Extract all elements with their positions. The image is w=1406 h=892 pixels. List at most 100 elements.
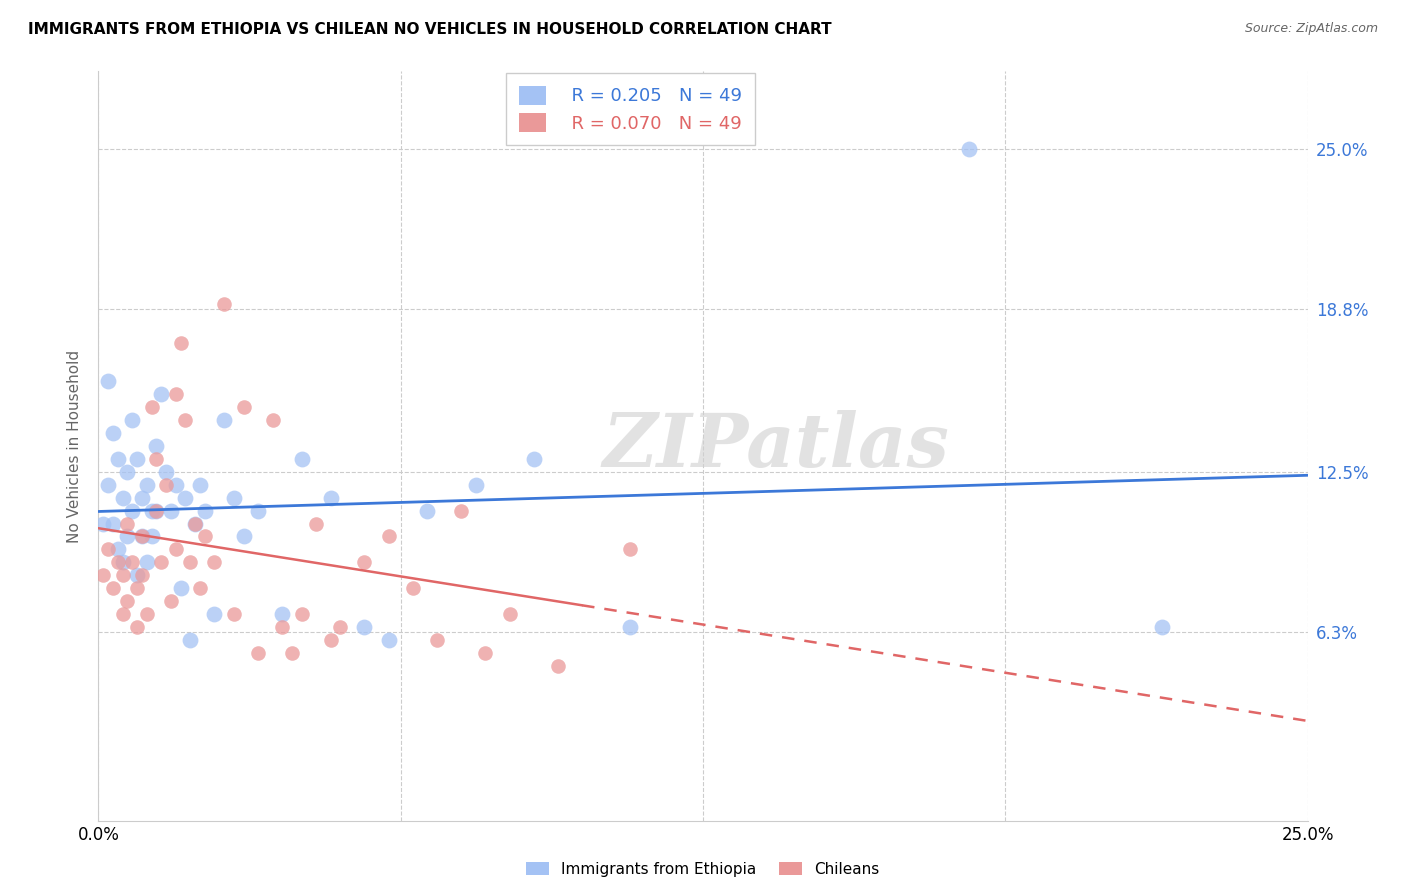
Point — [188, 477, 211, 491]
Point — [222, 607, 245, 621]
Point — [353, 620, 375, 634]
Point — [212, 413, 235, 427]
Point — [450, 503, 472, 517]
Point — [957, 142, 980, 156]
Point — [145, 503, 167, 517]
Point — [141, 401, 163, 415]
Point — [184, 516, 207, 531]
Point — [179, 555, 201, 569]
Point — [498, 607, 520, 621]
Point — [131, 529, 153, 543]
Point — [290, 607, 312, 621]
Point — [145, 451, 167, 466]
Point — [127, 451, 149, 466]
Point — [131, 568, 153, 582]
Point — [141, 529, 163, 543]
Point — [204, 607, 226, 621]
Point — [281, 646, 304, 660]
Legend: Immigrants from Ethiopia, Chileans: Immigrants from Ethiopia, Chileans — [519, 854, 887, 884]
Legend:   R = 0.205   N = 49,   R = 0.070   N = 49: R = 0.205 N = 49, R = 0.070 N = 49 — [506, 73, 755, 145]
Point — [174, 413, 197, 427]
Point — [232, 401, 254, 415]
Point — [91, 568, 114, 582]
Point — [194, 503, 217, 517]
Point — [101, 426, 124, 441]
Point — [416, 503, 439, 517]
Point — [145, 439, 167, 453]
Point — [212, 297, 235, 311]
Point — [107, 542, 129, 557]
Point — [184, 516, 207, 531]
Point — [179, 632, 201, 647]
Point — [247, 503, 270, 517]
Point — [165, 477, 187, 491]
Point — [464, 477, 486, 491]
Point — [155, 465, 177, 479]
Point — [127, 620, 149, 634]
Point — [426, 632, 449, 647]
Point — [111, 555, 134, 569]
Point — [121, 413, 143, 427]
Text: Source: ZipAtlas.com: Source: ZipAtlas.com — [1244, 22, 1378, 36]
Point — [135, 477, 157, 491]
Point — [523, 451, 546, 466]
Point — [101, 516, 124, 531]
Point — [174, 491, 197, 505]
Point — [101, 581, 124, 595]
Point — [111, 568, 134, 582]
Point — [111, 607, 134, 621]
Point — [305, 516, 328, 531]
Point — [135, 607, 157, 621]
Point — [131, 491, 153, 505]
Point — [145, 503, 167, 517]
Point — [377, 529, 399, 543]
Point — [160, 594, 183, 608]
Point — [165, 542, 187, 557]
Point — [97, 477, 120, 491]
Point — [204, 555, 226, 569]
Point — [319, 632, 342, 647]
Point — [222, 491, 245, 505]
Text: IMMIGRANTS FROM ETHIOPIA VS CHILEAN NO VEHICLES IN HOUSEHOLD CORRELATION CHART: IMMIGRANTS FROM ETHIOPIA VS CHILEAN NO V… — [28, 22, 832, 37]
Point — [271, 620, 294, 634]
Point — [111, 491, 134, 505]
Point — [169, 581, 191, 595]
Point — [1152, 620, 1174, 634]
Point — [155, 477, 177, 491]
Point — [107, 451, 129, 466]
Point — [127, 568, 149, 582]
Point — [160, 503, 183, 517]
Point — [547, 658, 569, 673]
Point — [141, 503, 163, 517]
Point — [127, 581, 149, 595]
Text: ZIPatlas: ZIPatlas — [602, 409, 949, 483]
Point — [262, 413, 284, 427]
Point — [271, 607, 294, 621]
Point — [97, 375, 120, 389]
Point — [150, 387, 173, 401]
Point — [131, 529, 153, 543]
Point — [290, 451, 312, 466]
Point — [619, 542, 641, 557]
Point — [619, 620, 641, 634]
Point — [91, 516, 114, 531]
Point — [150, 555, 173, 569]
Point — [353, 555, 375, 569]
Point — [121, 555, 143, 569]
Point — [165, 387, 187, 401]
Point — [97, 542, 120, 557]
Point — [247, 646, 270, 660]
Point — [135, 555, 157, 569]
Point — [121, 503, 143, 517]
Point — [117, 516, 139, 531]
Point — [107, 555, 129, 569]
Point — [377, 632, 399, 647]
Point — [402, 581, 425, 595]
Point — [117, 529, 139, 543]
Point — [117, 465, 139, 479]
Point — [169, 335, 191, 350]
Point — [188, 581, 211, 595]
Point — [329, 620, 352, 634]
Point — [232, 529, 254, 543]
Y-axis label: No Vehicles in Household: No Vehicles in Household — [67, 350, 83, 542]
